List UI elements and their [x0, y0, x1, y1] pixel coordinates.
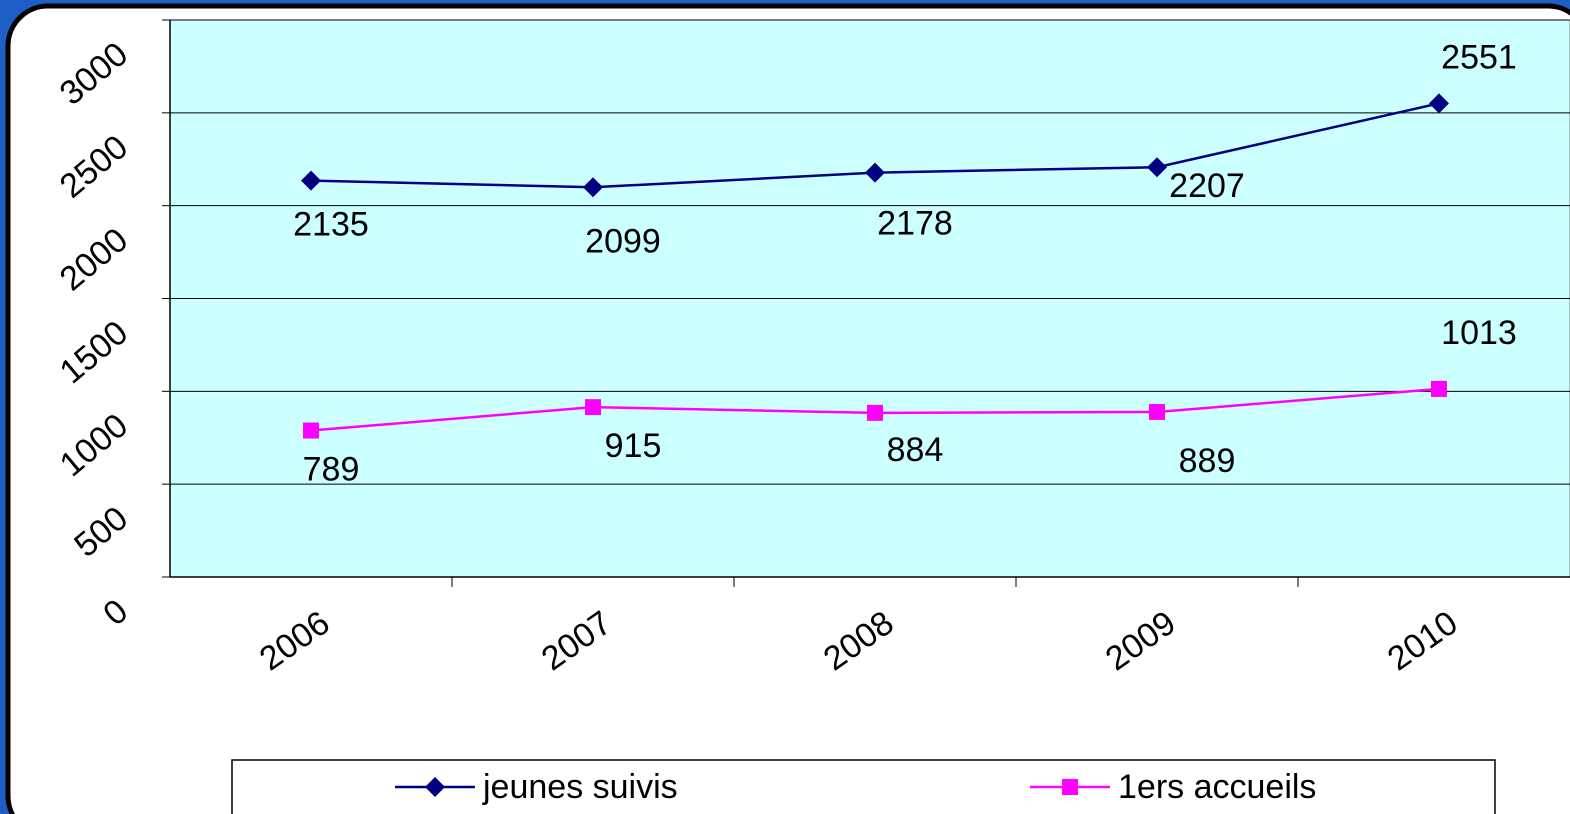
- data-label: 884: [887, 431, 944, 469]
- data-label: 2099: [585, 222, 661, 260]
- marker: [1062, 779, 1078, 795]
- legend-label: 1ers accueils: [1118, 768, 1316, 806]
- data-label: 2207: [1169, 167, 1245, 205]
- marker: [865, 162, 885, 183]
- marker: [1429, 93, 1449, 114]
- data-label: 2135: [293, 206, 369, 244]
- marker: [867, 404, 883, 421]
- marker: [301, 170, 321, 191]
- marker: [1431, 380, 1447, 397]
- data-label: 1013: [1441, 314, 1517, 352]
- marker: [1147, 157, 1167, 178]
- data-label: 2551: [1441, 38, 1517, 76]
- marker: [585, 399, 601, 416]
- marker: [583, 177, 603, 198]
- legend-label: jeunes suivis: [482, 768, 678, 806]
- data-label: 889: [1179, 442, 1236, 480]
- marker: [425, 777, 445, 797]
- data-label: 2178: [877, 205, 953, 243]
- data-label: 789: [303, 451, 360, 489]
- marker: [303, 422, 319, 439]
- data-label: 915: [605, 427, 662, 465]
- marker: [1149, 403, 1165, 420]
